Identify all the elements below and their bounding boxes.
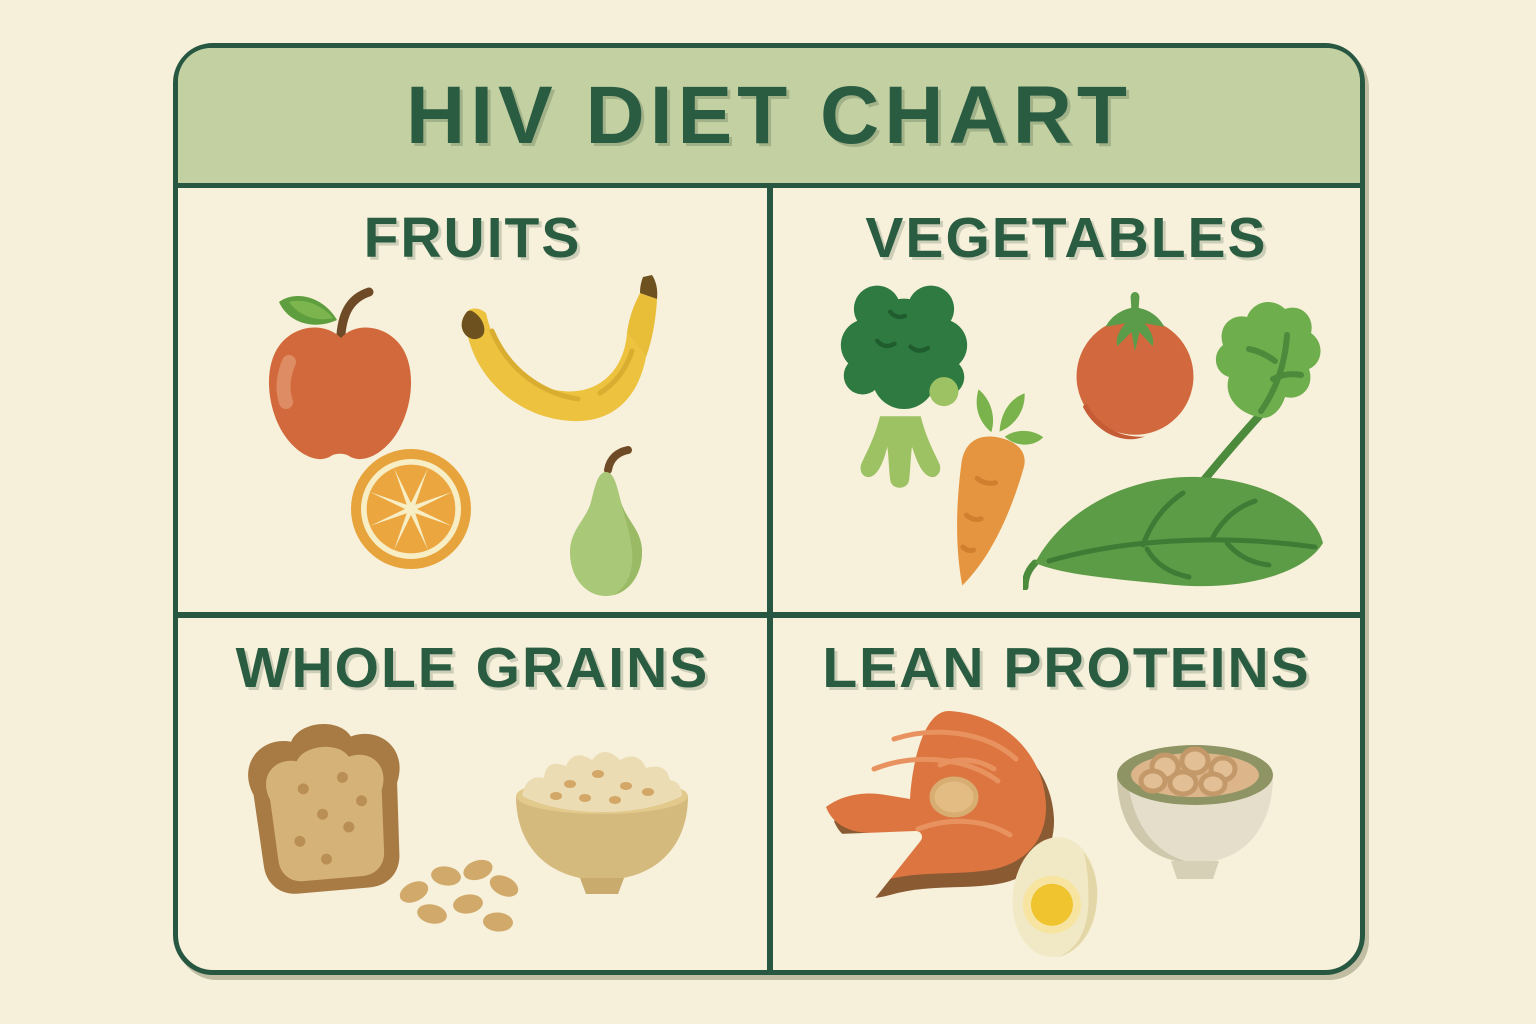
grain-seeds-icon [399, 859, 519, 932]
vegetables-label: VEGETABLES [865, 206, 1268, 270]
carrot-icon [957, 389, 1044, 586]
section-vegetables: VEGETABLES [773, 188, 1360, 612]
tomato-icon [1076, 291, 1194, 440]
horizontal-divider [178, 612, 1360, 618]
diet-chart-card: HIV DIET CHART FRUITS [173, 43, 1365, 975]
bread-slice-icon [248, 724, 400, 894]
banana-icon [461, 275, 658, 422]
salmon-steak-icon [806, 710, 1055, 910]
lean-proteins-label: LEAN PROTEINS [822, 636, 1311, 700]
whole-grains-label: WHOLE GRAINS [235, 636, 710, 700]
boiled-egg-icon [1012, 837, 1098, 958]
oatmeal-bowl-icon [516, 752, 688, 894]
section-fruits: FRUITS [178, 188, 767, 612]
vertical-divider [767, 188, 773, 970]
apple-icon [268, 287, 412, 460]
orange-slice-icon [351, 449, 471, 569]
broccoli-icon [840, 285, 968, 488]
chart-title: HIV DIET CHART [406, 69, 1132, 161]
section-whole-grains: WHOLE GRAINS [178, 618, 767, 970]
leafy-greens-icon [1023, 302, 1323, 590]
fruits-label: FRUITS [363, 206, 582, 270]
beans-bowl-icon [1117, 745, 1273, 879]
chart-header: HIV DIET CHART [178, 48, 1360, 188]
section-lean-proteins: LEAN PROTEINS [773, 618, 1360, 970]
pear-icon [570, 446, 642, 596]
